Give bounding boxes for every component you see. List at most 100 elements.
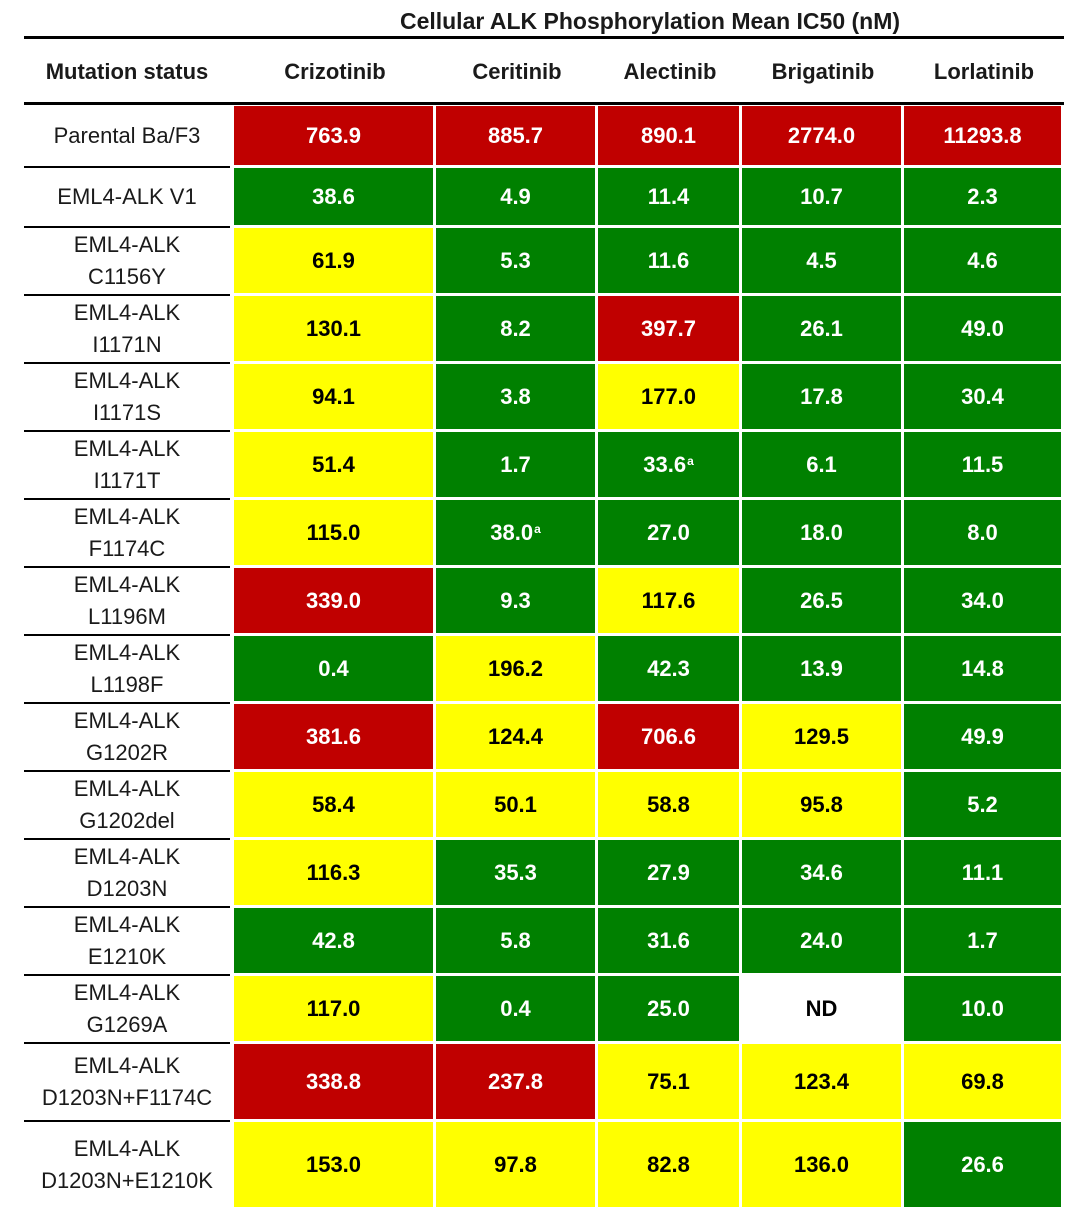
cell-value: 397.7 (640, 315, 697, 341)
column-header-mutation-status: Mutation status (45, 59, 209, 84)
row-divider (24, 974, 230, 976)
table-cell: 397.7 (598, 296, 739, 361)
cell-value: 4.9 (500, 183, 531, 209)
table-cell: 890.1 (598, 106, 739, 165)
column-header-ceritinib: Ceritinib (472, 59, 562, 84)
table-cell: 10.7 (742, 168, 901, 225)
table-cell: 35.3 (436, 840, 595, 905)
table-cell: 4.9 (436, 168, 595, 225)
cell-value: 49.0 (961, 315, 1004, 341)
cell-value: 31.6 (647, 927, 690, 953)
table-cell: 25.0 (598, 976, 739, 1041)
row-divider (24, 226, 230, 228)
footnote-marker: a (534, 521, 541, 536)
row-divider (24, 702, 230, 704)
cell-value: 129.5 (793, 723, 850, 749)
row-label: EML4-ALK V1 (57, 183, 197, 209)
cell-value: 5.3 (500, 247, 531, 273)
cell-value: 116.3 (306, 859, 361, 885)
cell-value: 117.0 (306, 995, 361, 1021)
cell-value: 61.9 (312, 247, 355, 273)
table-cell: 26.1 (742, 296, 901, 361)
cell-value: 115.0 (306, 519, 361, 545)
row-divider (24, 294, 230, 296)
cell-value: 26.5 (800, 587, 843, 613)
cell-value: 30.4 (961, 383, 1004, 409)
cell-value: 3.8 (500, 383, 531, 409)
cell-value: 34.0 (961, 587, 1004, 613)
cell-value: 97.8 (494, 1151, 537, 1177)
cell-value: 381.6 (305, 723, 362, 749)
table-cell: 0.4 (234, 636, 433, 701)
table-cell: 38.0 a (436, 500, 595, 565)
cell-value: 17.8 (800, 383, 843, 409)
cell-value: 706.6 (640, 723, 697, 749)
table-cell: 123.4 (742, 1044, 901, 1119)
column-header-lorlatinib: Lorlatinib (933, 59, 1035, 84)
table-cell: 95.8 (742, 772, 901, 837)
row-label: EML4-ALK L1198F (73, 639, 181, 697)
cell-value: 237.8 (487, 1068, 544, 1094)
cell-value: ND (805, 995, 838, 1021)
cell-value: 8.0 (967, 519, 998, 545)
table-cell: 69.8 (904, 1044, 1061, 1119)
table-cell: 31.6 (598, 908, 739, 973)
table-cell: 153.0 (234, 1122, 433, 1207)
table-cell: 94.1 (234, 364, 433, 429)
table-cell: 18.0 (742, 500, 901, 565)
table-cell: 42.8 (234, 908, 433, 973)
cell-value: 177.0 (640, 383, 697, 409)
row-label: EML4-ALK I1171N (73, 299, 181, 357)
cell-value: 26.1 (800, 315, 843, 341)
table-cell: 58.8 (598, 772, 739, 837)
table-cell: 339.0 (234, 568, 433, 633)
row-label: EML4-ALK D1203N (73, 843, 181, 901)
cell-value: 339.0 (305, 587, 362, 613)
table-cell: 4.5 (742, 228, 901, 293)
cell-value: 13.9 (800, 655, 843, 681)
cell-value: 0.4 (500, 995, 531, 1021)
table-cell: 177.0 (598, 364, 739, 429)
cell-value: 69.8 (961, 1068, 1004, 1094)
table-cell: 82.8 (598, 1122, 739, 1207)
cell-value: 10.7 (800, 183, 843, 209)
column-header-crizotinib: Crizotinib (284, 59, 386, 84)
row-divider (24, 498, 230, 500)
table-cell: 116.3 (234, 840, 433, 905)
table-cell: 885.7 (436, 106, 595, 165)
row-label: EML4-ALK G1269A (73, 979, 181, 1037)
cell-value: 14.8 (961, 655, 1004, 681)
table-cell: 5.2 (904, 772, 1061, 837)
table-cell: 237.8 (436, 1044, 595, 1119)
cell-value: 1.7 (967, 927, 998, 953)
table-cell: 117.6 (598, 568, 739, 633)
table-cell: 1.7 (904, 908, 1061, 973)
table-cell: 17.8 (742, 364, 901, 429)
table-cell: 6.1 (742, 432, 901, 497)
cell-value: 42.8 (312, 927, 355, 953)
table-cell: 30.4 (904, 364, 1061, 429)
row-label: EML4-ALK L1196M (73, 571, 181, 629)
cell-value: 11.6 (647, 247, 690, 273)
cell-value: 2.3 (967, 183, 998, 209)
table-cell: 42.3 (598, 636, 739, 701)
table-cell: 5.8 (436, 908, 595, 973)
cell-value: 2774.0 (787, 122, 856, 148)
cell-value: 51.4 (312, 451, 355, 477)
table-cell: 34.0 (904, 568, 1061, 633)
table-cell: 338.8 (234, 1044, 433, 1119)
table-cell: 115.0 (234, 500, 433, 565)
cell-value: 5.8 (500, 927, 531, 953)
row-divider (24, 906, 230, 908)
table-cell: 11.5 (904, 432, 1061, 497)
cell-value: 26.6 (961, 1151, 1004, 1177)
row-divider (24, 566, 230, 568)
cell-value: 94.1 (312, 383, 355, 409)
table-cell: 117.0 (234, 976, 433, 1041)
table-cell: 27.9 (598, 840, 739, 905)
cell-value: 38.6 (312, 183, 355, 209)
table-cell: 136.0 (742, 1122, 901, 1207)
row-label: EML4-ALK G1202R (73, 707, 181, 765)
table-cell: 763.9 (234, 106, 433, 165)
